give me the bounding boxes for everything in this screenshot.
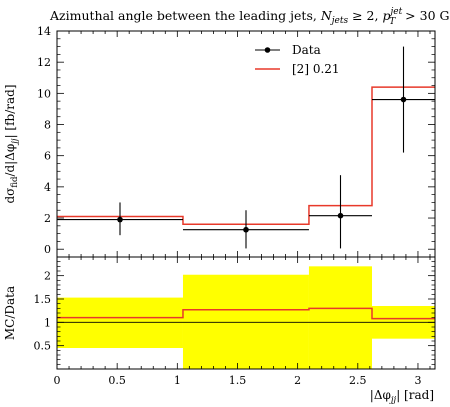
ratio-uncertainty-band-bin xyxy=(308,266,373,369)
x-tick-label: 2 xyxy=(294,374,301,387)
ratio-mc-line xyxy=(57,307,435,320)
ratio-uncertainty-band-bin xyxy=(182,274,309,369)
main-y-tick-label: 2 xyxy=(44,212,51,225)
data-marker xyxy=(243,226,249,233)
x-tick-label: 0 xyxy=(54,374,61,387)
main-y-tick-label: 8 xyxy=(44,119,51,132)
data-point xyxy=(57,202,183,236)
main-y-tick-label: 10 xyxy=(37,87,51,100)
legend-mc-label: [2] 0.21 xyxy=(292,62,340,76)
main-y-tick-label: 14 xyxy=(37,25,51,38)
main-y-tick-label: 4 xyxy=(44,181,51,194)
data-point xyxy=(182,210,309,249)
ratio-plot-content xyxy=(57,266,435,369)
main-panel: 0 2 4 6 8 10 12 14 dσfid/d|Δφjj| [fb/rad] Data … xyxy=(3,25,436,258)
ratio-x-ticks: 0 0.5 1 1.5 2 2.5 3 xyxy=(54,257,431,387)
ratio-y-ticks: 0.5 1 1.5 2 xyxy=(34,261,435,365)
x-tick-label: 0.5 xyxy=(108,374,126,387)
ratio-y-tick-label: 2 xyxy=(44,270,51,283)
ratio-uncertainty-band-bin xyxy=(57,297,183,348)
main-y-tick-label: 6 xyxy=(44,150,51,163)
legend-data-label: Data xyxy=(292,43,321,57)
data-marker xyxy=(117,216,123,223)
legend-entry-data: Data xyxy=(255,43,321,57)
x-tick-label: 1.5 xyxy=(229,374,247,387)
x-tick-label: 3 xyxy=(414,374,421,387)
ratio-y-tick-label: 1 xyxy=(44,316,51,329)
data-marker xyxy=(337,212,344,219)
chart-title: Azimuthal angle between the leading jets… xyxy=(49,7,450,27)
ratio-x-axis-label: |Δφjj| [rad] xyxy=(370,388,434,405)
legend: Data [2] 0.21 xyxy=(255,43,340,76)
main-y-tick-label: 12 xyxy=(37,56,51,69)
main-y-tick-label: 0 xyxy=(44,243,51,256)
data-marker xyxy=(400,96,407,103)
legend-entry-mc: [2] 0.21 xyxy=(255,62,340,76)
x-tick-label: 1 xyxy=(174,374,181,387)
main-y-ticks: 0 2 4 6 8 10 12 14 xyxy=(37,25,435,258)
legend-data-marker xyxy=(264,47,271,53)
ratio-y-axis-label: MC/Data xyxy=(3,286,17,340)
main-y-axis-label: dσfid/d|Δφjj| [fb/rad] xyxy=(3,84,20,203)
ratio-y-tick-label: 0.5 xyxy=(34,340,52,353)
data-point xyxy=(308,175,373,249)
mc-prediction-line xyxy=(57,86,435,226)
x-tick-label: 2.5 xyxy=(349,374,367,387)
data-point xyxy=(372,46,435,153)
main-plot-content xyxy=(57,46,435,249)
ratio-panel: 0.5 1 1.5 2 0 0.5 1 1.5 2 2.5 3 MC/Data |Δφjj| [r… xyxy=(3,256,436,405)
ratio-y-tick-label: 1.5 xyxy=(34,293,52,306)
